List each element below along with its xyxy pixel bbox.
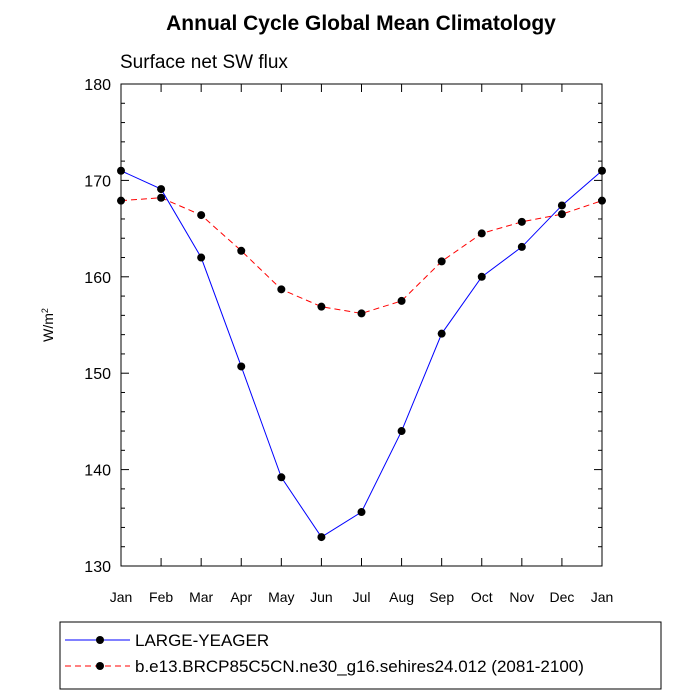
legend-label: LARGE-YEAGER — [135, 631, 269, 650]
chart-title: Annual Cycle Global Mean Climatology — [166, 12, 556, 35]
data-point — [277, 473, 286, 482]
data-point — [397, 427, 406, 436]
series-line — [120, 170, 603, 538]
x-tick-label: Jan — [110, 589, 133, 605]
data-point — [317, 533, 326, 542]
y-tick-label: 170 — [84, 173, 111, 190]
data-point — [437, 329, 446, 338]
data-point — [117, 196, 125, 205]
y-tick-label: 150 — [84, 366, 111, 383]
series-line — [120, 197, 603, 314]
data-point — [277, 285, 286, 294]
legend-box — [59, 621, 662, 690]
legend-label: b.e13.BRCP85C5CN.ne30_g16.sehires24.012 … — [135, 657, 584, 676]
legend: LARGE-YEAGER b.e13.BRCP85C5CN.ne30_g16.se… — [59, 621, 662, 690]
data-point — [598, 196, 606, 205]
data-point — [117, 166, 125, 175]
y-axis-label: W/m2 — [40, 308, 56, 342]
plot-frame — [120, 83, 603, 567]
data-point — [157, 185, 166, 194]
x-tick-label: Feb — [149, 589, 173, 605]
y-tick-label: 130 — [84, 559, 111, 576]
data-point — [517, 217, 526, 226]
x-tick-label: Sep — [429, 589, 454, 605]
x-tick-label: Oct — [471, 589, 493, 605]
x-tick-label: Jul — [353, 589, 371, 605]
data-point — [157, 193, 166, 202]
data-point — [477, 272, 486, 281]
x-tick-label: Aug — [389, 589, 414, 605]
data-point — [437, 257, 446, 266]
x-tick-label: Nov — [509, 589, 534, 605]
legend-marker — [96, 662, 104, 670]
data-point — [237, 362, 246, 371]
data-point — [237, 246, 246, 255]
chart-subtitle: Surface net SW flux — [120, 52, 288, 73]
x-tick-label: Mar — [189, 589, 213, 605]
x-tick-label: Apr — [230, 589, 252, 605]
data-point — [397, 296, 406, 305]
y-tick-label: 140 — [84, 463, 111, 480]
y-tick-label: 180 — [84, 77, 111, 94]
x-tick-label: Jan — [591, 589, 614, 605]
data-point — [477, 229, 486, 238]
x-tick-label: Jun — [310, 589, 333, 605]
data-point — [357, 309, 366, 318]
data-point — [557, 210, 566, 219]
x-tick-label: Dec — [549, 589, 574, 605]
x-tick-label: May — [268, 589, 294, 605]
data-point — [317, 302, 326, 311]
data-point — [557, 201, 566, 210]
data-point — [357, 508, 366, 517]
data-point — [197, 211, 206, 220]
y-tick-label: 160 — [84, 270, 111, 287]
data-point — [598, 166, 606, 175]
legend-marker — [96, 636, 104, 644]
data-point — [197, 253, 206, 262]
data-point — [517, 242, 526, 251]
